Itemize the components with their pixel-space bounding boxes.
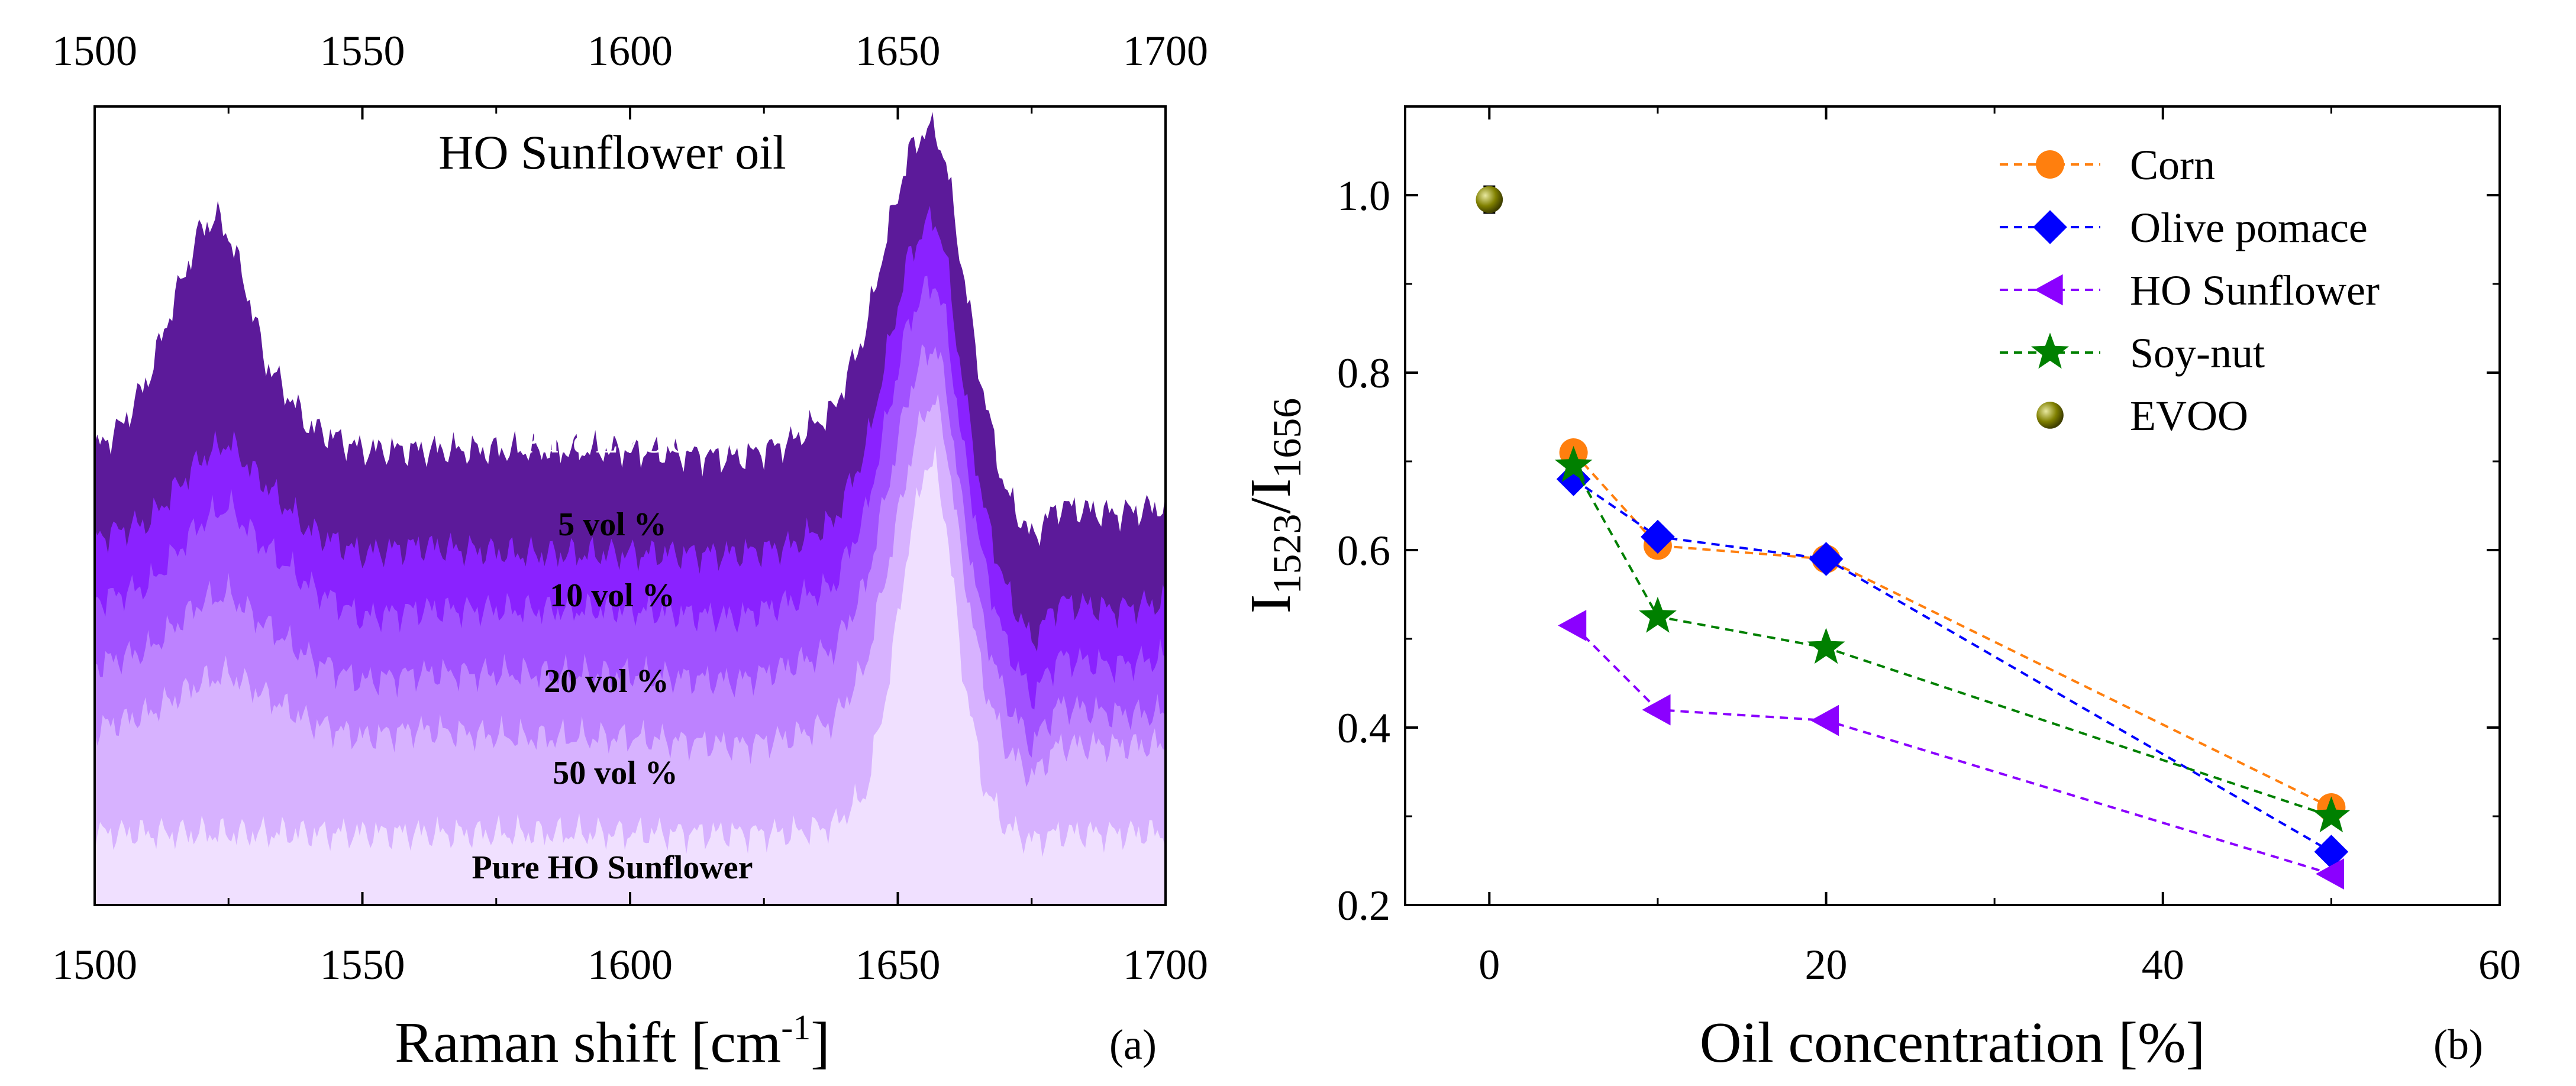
x-tick-label-bottom: 1500: [52, 941, 137, 988]
series-line-corn: [1573, 451, 2332, 809]
point-olive-pomace: [1809, 542, 1844, 576]
legend-marker-olive-pomace: [2033, 210, 2067, 244]
panel-b-ticks: 0 20 40 60 0.2 0.4 0.6 0.8 1.0: [1337, 105, 2521, 988]
legend-label-evoo: EVOO: [2130, 392, 2248, 439]
band-label: Pure EVOO: [520, 424, 693, 460]
legend-marker-soy-nut: [2031, 332, 2069, 369]
x-tick-label-bottom: 1700: [1123, 941, 1208, 988]
legend-marker-evoo: [2036, 402, 2064, 429]
x-tick-label-top: 1600: [587, 27, 673, 75]
panel-a-tag: (a): [1109, 1021, 1157, 1068]
x-tick-label-bottom: 1600: [587, 941, 673, 988]
band-label: 50 vol %: [553, 755, 678, 791]
legend-label-soy-nut: Soy-nut: [2130, 329, 2265, 377]
x-tick-label-top: 1500: [52, 27, 137, 75]
point-soy-nut: [1639, 596, 1677, 633]
x-tick-label-top: 1700: [1123, 27, 1208, 75]
point-evoo: [1476, 186, 1503, 214]
panel-b-frame: [1404, 105, 2501, 906]
x-tick-label: 40: [2142, 941, 2184, 988]
series-line-ho-sunflower: [1573, 625, 2332, 875]
point-ho-sunflower: [1642, 694, 1671, 726]
legend-marker-ho-sunflower: [2034, 274, 2063, 306]
point-ho-sunflower: [1810, 704, 1839, 736]
panel-b-intensity-ratio: 0 20 40 60 0.2 0.4 0.6 0.8 1.0 Corn Olive pomace H…: [1239, 105, 2521, 1075]
y-tick-label: 0.2: [1337, 882, 1390, 929]
band-label: 5 vol %: [558, 506, 667, 543]
legend-label-ho-sunflower: HO Sunflower: [2130, 267, 2380, 314]
panel-a-ticks: 1500 1500 1550 1550 1600 1600 1650 1650 1700 1700: [52, 27, 1208, 988]
spectra-areas: [95, 112, 1166, 905]
legend-label-corn: Corn: [2130, 141, 2215, 189]
y-tick-label: 0.6: [1337, 527, 1390, 574]
panel-b-y-axis-title: I1523/I1656: [1239, 398, 1309, 614]
panel-a-raman-spectra: 1500 1500 1550 1550 1600 1600 1650 1650 1700 1700…: [52, 27, 1208, 1075]
point-olive-pomace: [1556, 462, 1591, 496]
point-soy-nut: [2312, 796, 2351, 833]
panel-a-title: HO Sunflower oil: [438, 125, 786, 179]
band-label: 10 vol %: [550, 577, 675, 614]
x-tick-label: 20: [1805, 941, 1848, 988]
point-soy-nut: [1807, 628, 1845, 664]
panel-b-tag: (b): [2433, 1021, 2483, 1068]
band-labels: Pure EVOO 5 vol % 10 vol % 20 vol % 50 vol %…: [472, 424, 753, 886]
x-tick-label-top: 1550: [320, 27, 405, 75]
point-soy-nut: [1554, 445, 1593, 482]
x-tick-label-top: 1650: [856, 27, 941, 75]
point-ho-sunflower: [2315, 858, 2344, 890]
x-tick-label-bottom: 1550: [320, 941, 405, 988]
point-olive-pomace: [1641, 519, 1675, 554]
panel-a-x-axis-title: Raman shift [cm-1]: [395, 1008, 830, 1075]
legend: Corn Olive pomace HO Sunflower Soy-nut EVOO: [2000, 141, 2380, 439]
x-tick-label: 60: [2478, 941, 2521, 988]
spectrum-area-pure-ho-sunflower: [95, 445, 1166, 905]
series-line-olive-pomace: [1573, 478, 2332, 853]
band-label: Pure HO Sunflower: [472, 849, 753, 886]
point-olive-pomace: [2314, 835, 2349, 869]
x-tick-label: 0: [1479, 941, 1500, 988]
x-tick-label-bottom: 1650: [856, 941, 941, 988]
y-tick-label: 0.4: [1337, 704, 1390, 752]
legend-marker-corn: [2036, 150, 2064, 179]
point-ho-sunflower: [1558, 610, 1587, 641]
series-line-soy-nut: [1572, 465, 2332, 817]
panel-b-x-axis-title: Oil concentration [%]: [1700, 1011, 2205, 1075]
y-tick-label: 1.0: [1337, 172, 1390, 219]
panel-b-series: [1476, 185, 2351, 890]
y-tick-label: 0.8: [1337, 350, 1390, 397]
legend-label-olive-pomace: Olive pomace: [2130, 204, 2368, 251]
band-label: 20 vol %: [544, 663, 669, 700]
